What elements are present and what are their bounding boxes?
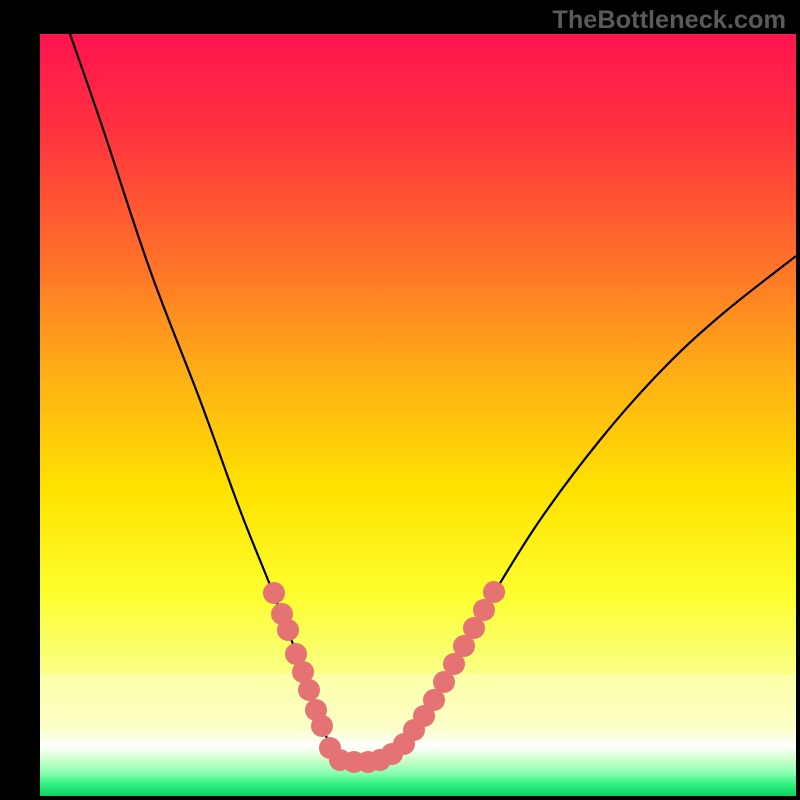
curve-layer (40, 34, 796, 796)
bottleneck-curve (58, 34, 796, 762)
data-point (277, 619, 299, 641)
data-point (298, 679, 320, 701)
data-point (311, 715, 333, 737)
data-point (483, 581, 505, 603)
plot-area (40, 34, 796, 796)
watermark-text: TheBottleneck.com (552, 6, 786, 35)
data-point (263, 582, 285, 604)
